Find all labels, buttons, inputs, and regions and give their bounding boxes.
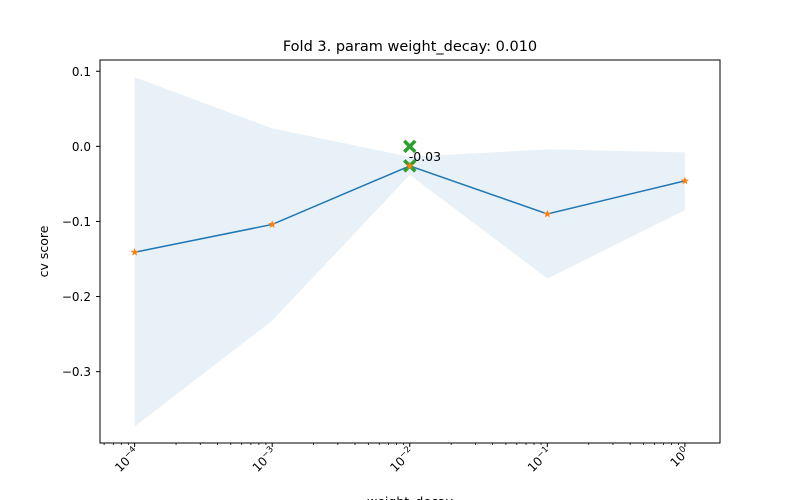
y-axis: 0.1 0.0 −0.1 −0.2 −0.3	[62, 65, 100, 379]
x-axis-label: weight_decay	[367, 494, 454, 500]
y-tick-label-1: 0.0	[72, 140, 91, 154]
plot-area: -0.03	[130, 77, 689, 427]
y-axis-label: cv score	[36, 225, 51, 277]
y-tick-label-2: −0.1	[62, 215, 91, 229]
y-tick-label-3: −0.2	[62, 290, 91, 304]
annotation-label: -0.03	[409, 149, 441, 164]
data-point-2	[405, 161, 414, 170]
data-point-1	[268, 220, 277, 228]
x-tick-label-0: 10−4	[111, 445, 141, 475]
x-tick-label-4: 100	[667, 445, 692, 470]
data-point-4	[680, 176, 689, 185]
chart-title: Fold 3. param weight_decay: 0.010	[283, 39, 537, 55]
highlight-marker-0	[403, 139, 417, 154]
data-point-0	[130, 248, 139, 256]
x-tick-label-2: 10−2	[387, 445, 417, 475]
x-tick-label-1: 10−3	[249, 445, 279, 475]
x-tick-label-3: 10−1	[524, 445, 554, 475]
x-axis: 10−4 10−3 10−2 10−1 100	[103, 443, 692, 475]
confidence-band	[134, 77, 685, 427]
y-tick-label-0: 0.1	[72, 65, 91, 79]
y-tick-label-4: −0.3	[62, 365, 91, 379]
data-point-3	[543, 209, 552, 218]
